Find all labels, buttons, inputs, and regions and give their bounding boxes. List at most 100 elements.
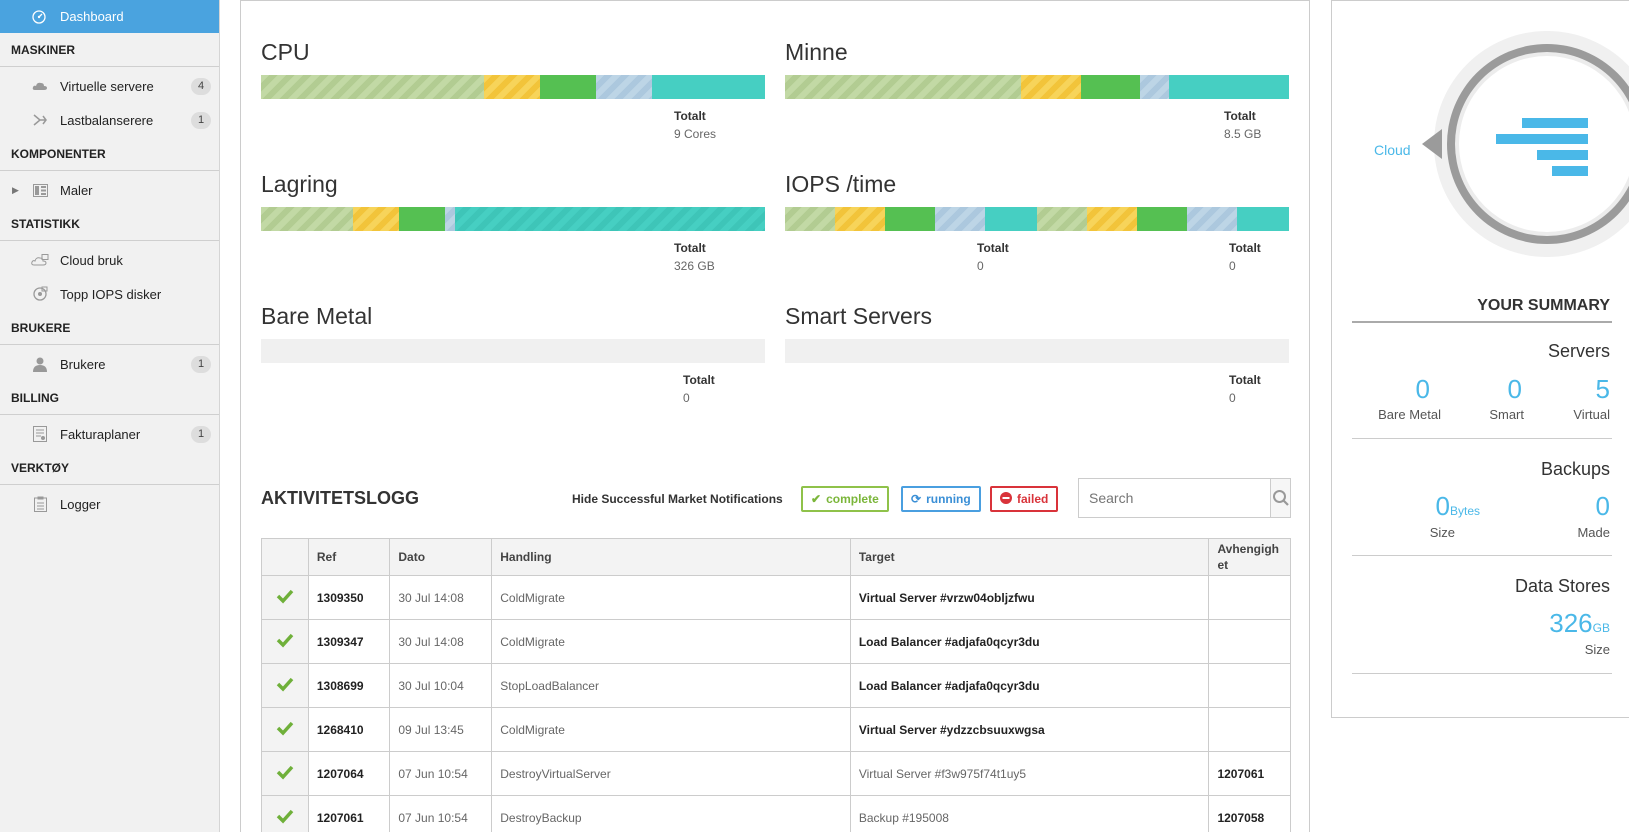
column-header-action[interactable]: Handling	[491, 538, 851, 576]
metric-title: Lagring	[261, 171, 338, 197]
cloud-icon	[30, 81, 50, 91]
hide-successful-notifications-toggle[interactable]: Hide Successful Market Notifications	[572, 492, 783, 506]
status-cell	[261, 663, 309, 708]
dependency-cell[interactable]	[1208, 619, 1291, 664]
dependency-cell[interactable]: 1207061	[1208, 751, 1291, 796]
ref-cell[interactable]: 1268410	[307, 707, 391, 752]
status-cell	[261, 619, 309, 664]
table-row[interactable]: 1207061 07 Jun 10:54 DestroyBackup Backup #…	[261, 795, 1291, 832]
sidebar-item-label: Fakturaplaner	[60, 426, 141, 442]
total-value: 0	[1229, 391, 1236, 405]
ref-cell[interactable]: 1308699	[307, 663, 391, 708]
date-cell: 30 Jul 10:04	[389, 663, 493, 708]
cloud-label[interactable]: Cloud	[1374, 142, 1411, 158]
search-button[interactable]	[1270, 479, 1290, 517]
ref-cell[interactable]: 1207064	[307, 751, 391, 796]
check-icon	[276, 589, 294, 604]
total-label: Totalt	[1224, 109, 1256, 123]
action-cell: DestroyVirtualServer	[491, 751, 851, 796]
sidebar-item-dashboard[interactable]: Dashboard	[0, 0, 219, 33]
target-cell[interactable]: Load Balancer #adjafa0qcyr3du	[849, 619, 1210, 664]
iops-metric: IOPS /time	[785, 171, 1289, 231]
bare-metal-count: 0	[1415, 374, 1430, 404]
search-box	[1078, 478, 1291, 518]
filter-complete-button[interactable]: ✔ complete	[801, 486, 889, 512]
cloud-gauge	[1422, 31, 1629, 257]
total-label: Totalt	[1229, 241, 1261, 255]
sidebar-item-templates[interactable]: ▶ Maler	[0, 173, 219, 207]
column-header-target[interactable]: Target	[849, 538, 1210, 576]
ref-cell[interactable]: 1309347	[307, 619, 391, 664]
ref-cell[interactable]: 1309350	[307, 575, 391, 620]
total-label: Totalt	[977, 241, 1009, 255]
sidebar-item-invoice-plans[interactable]: Fakturaplaner 1	[0, 417, 219, 451]
table-row[interactable]: 1308699 30 Jul 10:04 StopLoadBalancer Load …	[261, 663, 1291, 708]
table-row[interactable]: 1207064 07 Jun 10:54 DestroyVirtualServer V…	[261, 751, 1291, 796]
cloud-chart-icon	[30, 254, 50, 266]
check-icon	[276, 721, 294, 736]
sidebar-item-load-balancers[interactable]: Lastbalanserere 1	[0, 103, 219, 137]
action-cell: ColdMigrate	[491, 619, 851, 664]
column-header-date[interactable]: Dato	[389, 538, 493, 576]
sidebar-item-virtual-servers[interactable]: Virtuelle servere 4	[0, 69, 219, 103]
dependency-cell[interactable]: 1207058	[1208, 795, 1291, 832]
backup-size-unit: Bytes	[1449, 504, 1480, 518]
backups-made-label: Made	[1577, 525, 1610, 540]
status-cell	[261, 707, 309, 752]
virtual-label: Virtual	[1573, 407, 1610, 422]
filter-failed-button[interactable]: failed	[990, 486, 1059, 512]
sidebar-item-logs[interactable]: Logger	[0, 487, 219, 521]
cpu-total: Totalt 9 Cores	[674, 109, 716, 141]
metric-title: Bare Metal	[261, 303, 373, 329]
column-header-dependency[interactable]: Avhengighet	[1208, 538, 1291, 576]
search-input[interactable]	[1079, 479, 1270, 517]
data-store-size-value: 326GB	[1549, 608, 1610, 639]
target-cell[interactable]: Virtual Server #ydzzcbsuuxwgsa	[849, 707, 1210, 752]
sidebar-item-label: Brukere	[60, 356, 106, 372]
bare-metal-label: Bare Metal	[1378, 407, 1441, 422]
count-badge: 1	[191, 111, 211, 129]
total-value: 0	[977, 259, 984, 273]
sidebar-item-users[interactable]: Brukere 1	[0, 347, 219, 381]
target-cell[interactable]: Load Balancer #adjafa0qcyr3du	[849, 663, 1210, 708]
dependency-cell[interactable]	[1208, 575, 1291, 620]
storage-total: Totalt 326 GB	[674, 241, 715, 273]
sidebar-item-cloud-usage[interactable]: Cloud bruk	[0, 243, 219, 277]
table-header-row: Ref Dato Handling Target Avhengighet	[261, 538, 1291, 576]
metric-title: IOPS /time	[785, 171, 897, 197]
storage-usage-bar	[261, 207, 765, 231]
target-cell[interactable]: Virtual Server #vrzw04obljzfwu	[849, 575, 1210, 620]
filter-running-button[interactable]: ⟳ running	[901, 486, 981, 512]
sidebar: Dashboard MASKINER Virtuelle servere 4 L…	[0, 0, 220, 832]
column-header-ref[interactable]: Ref	[307, 538, 391, 576]
status-cell	[261, 751, 309, 796]
clipboard-icon	[30, 496, 50, 512]
filter-label: running	[926, 492, 971, 506]
date-cell: 07 Jun 10:54	[389, 751, 493, 796]
action-cell: StopLoadBalancer	[491, 663, 851, 708]
no-entry-icon	[1000, 491, 1012, 507]
metric-title: Smart Servers	[785, 303, 932, 329]
virtual-count: 5	[1595, 374, 1610, 404]
filter-label: complete	[826, 492, 879, 506]
ref-cell[interactable]: 1207061	[307, 795, 391, 832]
user-icon	[30, 356, 50, 372]
disk-icon	[30, 286, 50, 302]
check-icon	[276, 809, 294, 824]
target-cell[interactable]: Backup #195008	[849, 795, 1210, 832]
dependency-cell[interactable]	[1208, 707, 1291, 752]
table-row[interactable]: 1268410 09 Jul 13:45 ColdMigrate Virtual Se…	[261, 707, 1291, 752]
dependency-cell[interactable]	[1208, 663, 1291, 708]
check-icon	[276, 765, 294, 780]
count-badge: 1	[191, 355, 211, 373]
table-row[interactable]: 1309347 30 Jul 14:08 ColdMigrate Load Balan…	[261, 619, 1291, 664]
action-cell: ColdMigrate	[491, 575, 851, 620]
date-cell: 30 Jul 14:08	[389, 575, 493, 620]
target-cell[interactable]: Virtual Server #f3w975f74t1uy5	[849, 751, 1210, 796]
check-icon: ✔	[811, 492, 822, 506]
divider	[1352, 321, 1612, 323]
date-cell: 09 Jul 13:45	[389, 707, 493, 752]
table-row[interactable]: 1309350 30 Jul 14:08 ColdMigrate Virtual Se…	[261, 575, 1291, 620]
sidebar-item-top-iops-disks[interactable]: Topp IOPS disker	[0, 277, 219, 311]
expand-arrow-icon[interactable]: ▶	[12, 184, 19, 195]
